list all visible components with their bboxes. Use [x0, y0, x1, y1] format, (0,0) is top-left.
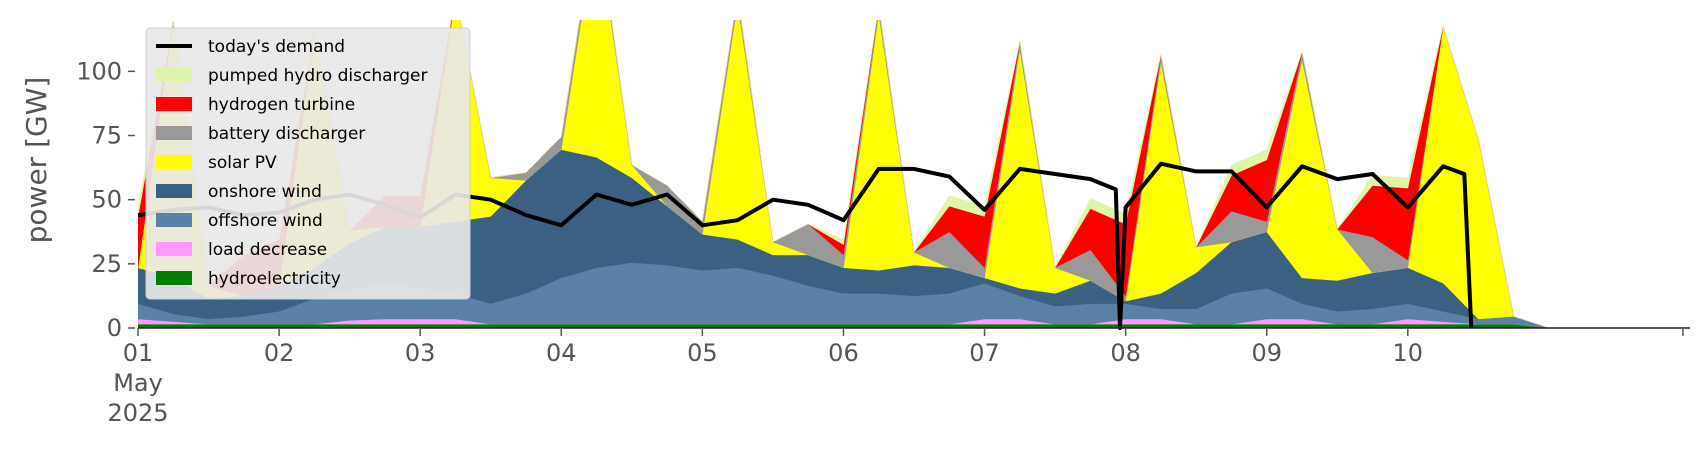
legend-label: today's demand	[208, 37, 345, 57]
x-tick-label: 02	[264, 339, 295, 367]
legend-label: hydrogen turbine	[208, 95, 355, 115]
legend-label: pumped hydro discharger	[208, 66, 427, 86]
y-tick-label: 75	[91, 122, 122, 150]
legend-label: battery discharger	[208, 124, 365, 144]
legend-box	[145, 27, 471, 300]
x-tick-label: 05	[687, 339, 718, 367]
y-tick-label: 0	[107, 314, 122, 342]
x-tick-label: 09	[1251, 339, 1282, 367]
x-sublabel: May	[113, 369, 163, 397]
x-tick-label: 08	[1110, 339, 1141, 367]
x-tick-label: 10	[1393, 339, 1424, 367]
x-tick-label: 04	[546, 339, 577, 367]
x-tick-label: 03	[405, 339, 436, 367]
legend-label: hydroelectricity	[208, 269, 341, 289]
legend-swatch	[156, 242, 192, 256]
y-tick-label: 25	[91, 250, 122, 278]
x-sublabel: 2025	[107, 399, 168, 427]
stacked-areas	[138, 20, 1690, 328]
legend: today's demand pumped hydro discharger hyd…	[145, 27, 471, 300]
legend-swatch	[156, 155, 192, 169]
legend-swatch	[156, 271, 192, 285]
x-tick-label: 07	[969, 339, 1000, 367]
y-tick-label: 100	[76, 57, 122, 85]
y-tick-label: 50	[91, 186, 122, 214]
legend-swatch	[156, 184, 192, 198]
legend-label: offshore wind	[208, 211, 323, 231]
x-tick-label: 06	[828, 339, 859, 367]
legend-swatch	[156, 126, 192, 140]
x-tick-label: 01	[123, 339, 154, 367]
area-pumped-hydro-discharger	[138, 20, 1690, 328]
legend-label: load decrease	[208, 240, 327, 260]
legend-label: onshore wind	[208, 182, 322, 202]
legend-label: solar PV	[208, 153, 277, 173]
legend-swatch	[156, 97, 192, 111]
legend-swatch	[156, 213, 192, 227]
y-axis-label: power [GW]	[20, 77, 53, 244]
legend-swatch	[156, 68, 192, 82]
